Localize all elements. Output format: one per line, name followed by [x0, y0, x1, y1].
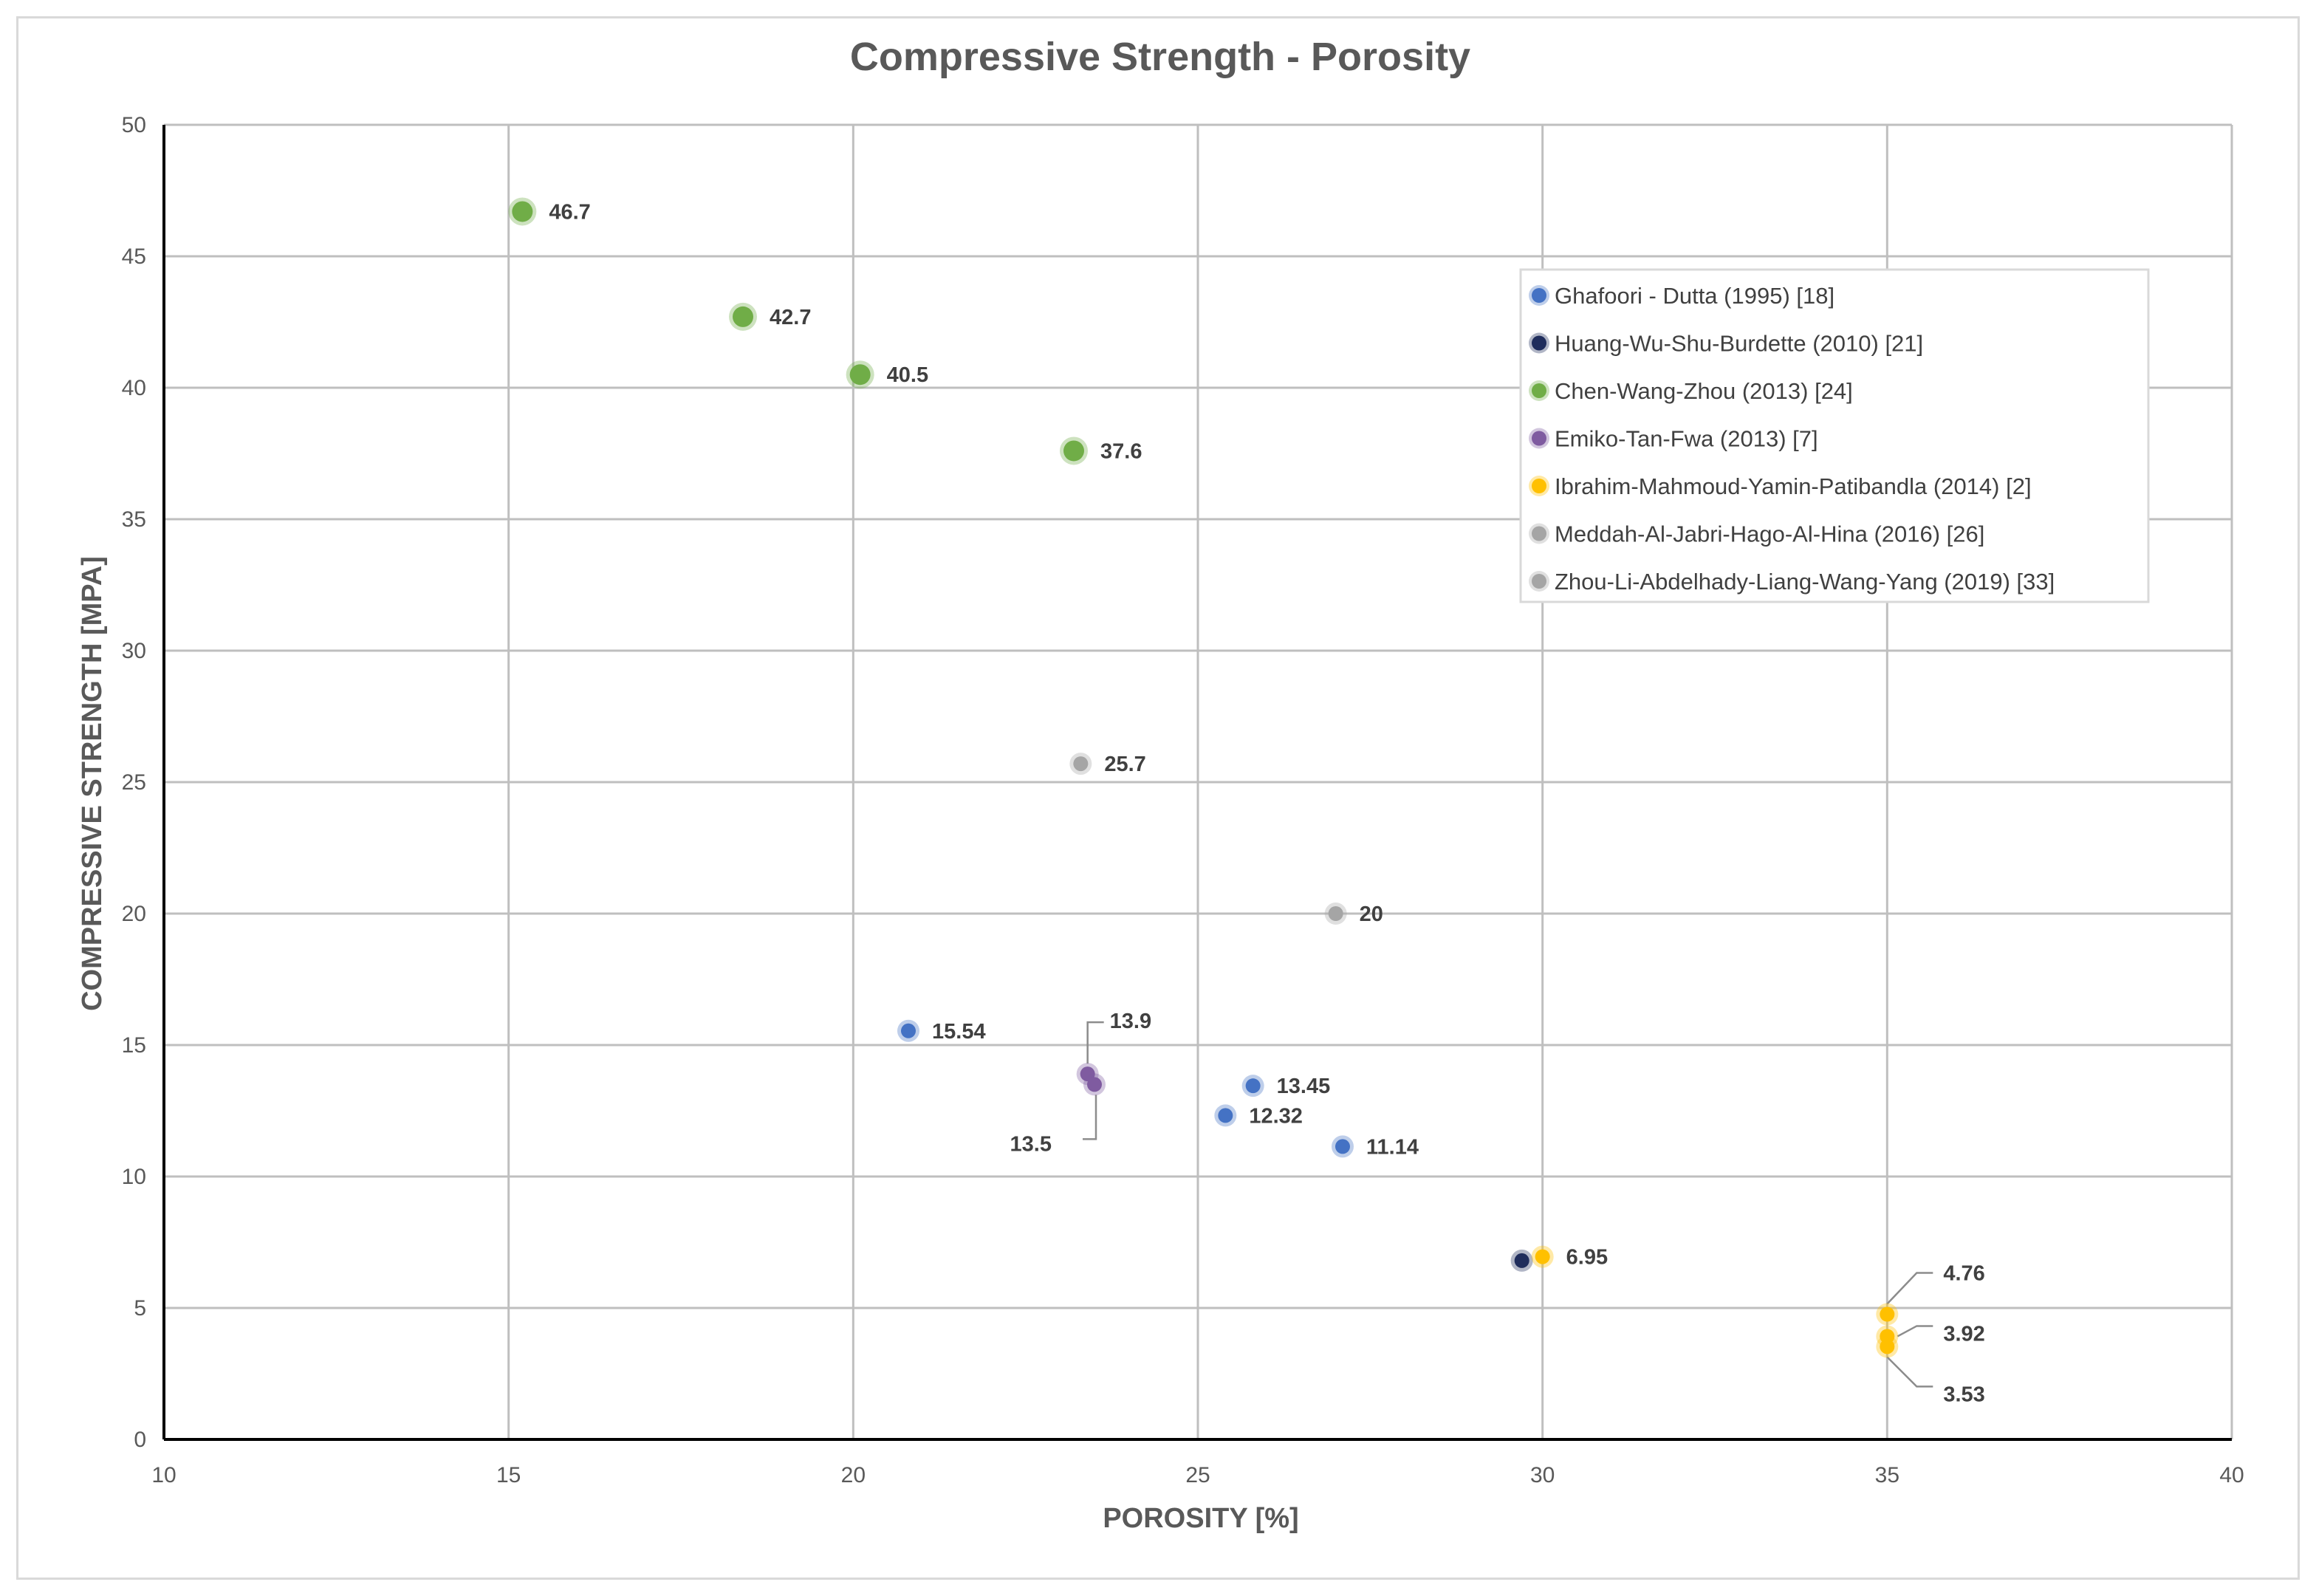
data-label: 37.6: [1100, 439, 1142, 463]
label-leader-line: [1083, 1095, 1097, 1140]
data-point: [1880, 1306, 1895, 1322]
data-point: [1335, 1139, 1350, 1154]
data-point: [849, 364, 871, 386]
data-label: 40.5: [887, 363, 928, 387]
legend-marker: [1532, 288, 1546, 303]
x-tick-label: 40: [2219, 1463, 2244, 1487]
legend-marker: [1532, 383, 1546, 398]
y-tick-label: 25: [122, 770, 146, 795]
legend-box: [1519, 268, 2150, 603]
legend-entry: Ibrahim-Mahmoud-Yamin-Patibandla (2014) …: [1555, 473, 2032, 499]
data-point: [1080, 1066, 1095, 1082]
label-leader-line: [1897, 1325, 1933, 1338]
legend-entry: Huang-Wu-Shu-Burdette (2010) [21]: [1555, 331, 1923, 357]
data-point: [1514, 1253, 1529, 1268]
legend-marker: [1532, 479, 1546, 493]
data-label: 13.5: [1010, 1132, 1052, 1156]
legend-marker: [1532, 574, 1546, 589]
data-point: [1073, 756, 1089, 772]
legend-entry: Zhou-Li-Abdelhady-Liang-Wang-Yang (2019)…: [1555, 569, 2055, 595]
legend-marker: [1532, 431, 1546, 446]
legend-entry: Meddah-Al-Jabri-Hago-Al-Hina (2016) [26]: [1555, 521, 1984, 547]
legend-entry: Ghafoori - Dutta (1995) [18]: [1555, 283, 1834, 309]
y-tick-label: 15: [122, 1033, 146, 1058]
chart-frame: Compressive Strength - Porosity 10 15 20 25…: [16, 16, 2300, 1580]
x-tick-label: 30: [1530, 1463, 1555, 1487]
data-point: [1535, 1249, 1550, 1264]
y-axis-title: COMPRESSIVE STRENGTH [MPA]: [77, 556, 108, 1011]
y-tick-label: 10: [122, 1165, 146, 1189]
data-label: 13.45: [1277, 1075, 1331, 1098]
y-tick-label: 5: [134, 1296, 146, 1321]
y-tick-label: 35: [122, 507, 146, 532]
y-tick-label: 0: [134, 1428, 146, 1452]
y-tick-label: 45: [122, 244, 146, 269]
scatter-chart: Compressive Strength - Porosity 10 15 20 25…: [77, 35, 2244, 1534]
data-labels: 15.54 13.45 12.32 11.14 46.7 42.7 40.5 37.6 13.9…: [549, 200, 1984, 1406]
data-label: 25.7: [1104, 753, 1145, 776]
y-tick-label: 40: [122, 376, 146, 400]
legend: Ghafoori - Dutta (1995) [18] Huang-Wu-Shu…: [1519, 268, 2150, 603]
x-axis-title: POROSITY [%]: [1103, 1503, 1298, 1534]
legend-entry: Chen-Wang-Zhou (2013) [24]: [1555, 378, 1853, 404]
chart-title: Compressive Strength - Porosity: [850, 35, 1470, 79]
data-point: [1063, 440, 1084, 462]
data-point: [901, 1023, 916, 1038]
data-point: [1880, 1329, 1895, 1344]
legend-entry: Emiko-Tan-Fwa (2013) [7]: [1555, 426, 1818, 452]
y-tick-label: 20: [122, 902, 146, 926]
x-tick-label: 10: [151, 1463, 176, 1487]
tick-labels: 10 15 20 25 30 35 40 0 5 10 15 20 25 30 35 40 45 50: [122, 113, 2244, 1487]
label-leader-line: [1086, 1021, 1104, 1064]
data-label: 15.54: [932, 1020, 986, 1044]
data-point: [733, 306, 753, 327]
label-leader-line: [1886, 1272, 1933, 1305]
data-point: [1218, 1108, 1233, 1123]
label-leader-line: [1886, 1356, 1933, 1388]
y-tick-label: 50: [122, 113, 146, 137]
data-label: 3.53: [1943, 1383, 1984, 1406]
data-label: 3.92: [1943, 1322, 1984, 1346]
data-label: 11.14: [1366, 1135, 1419, 1159]
axes: [162, 125, 2232, 1441]
data-label: 4.76: [1943, 1262, 1984, 1286]
legend-marker: [1532, 526, 1546, 541]
data-label: 46.7: [549, 200, 590, 224]
data-label: 6.95: [1566, 1246, 1608, 1270]
x-tick-label: 35: [1875, 1463, 1899, 1487]
data-point: [512, 201, 533, 222]
data-label: 20: [1360, 903, 1383, 926]
x-tick-label: 15: [496, 1463, 521, 1487]
data-points: [508, 197, 1899, 1358]
y-tick-label: 30: [122, 639, 146, 663]
data-label: 12.32: [1249, 1104, 1303, 1128]
x-tick-label: 20: [841, 1463, 866, 1487]
data-point: [1880, 1339, 1895, 1354]
data-point: [1245, 1078, 1261, 1094]
data-point: [1328, 906, 1343, 921]
label-leader-lines: [1083, 1021, 1933, 1388]
data-point: [1087, 1077, 1102, 1092]
legend-marker: [1532, 335, 1546, 351]
data-label: 13.9: [1110, 1010, 1151, 1033]
x-tick-label: 25: [1185, 1463, 1210, 1487]
data-label: 42.7: [770, 306, 811, 329]
